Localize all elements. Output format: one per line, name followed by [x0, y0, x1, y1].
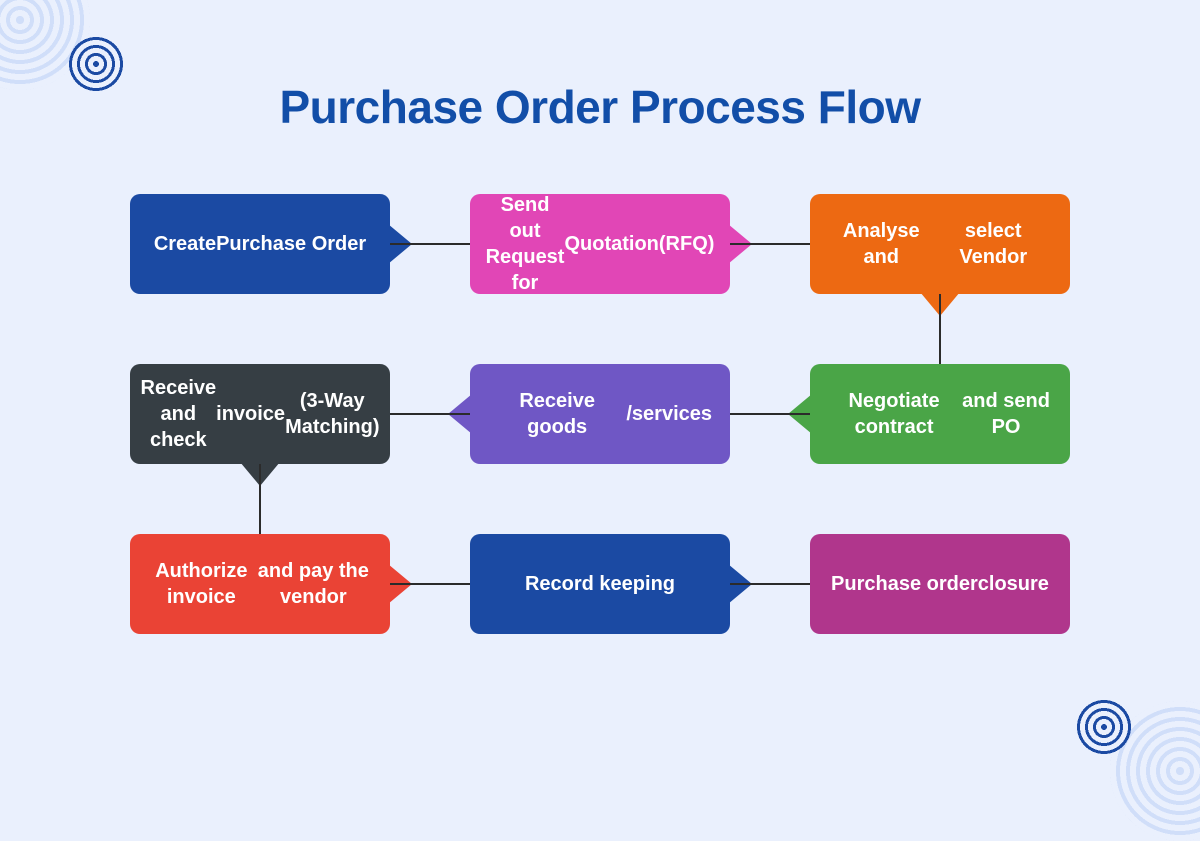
- flow-node-n7: Authorize invoiceand pay the vendor: [130, 534, 390, 634]
- connector: [939, 294, 941, 364]
- diagram-title: Purchase Order Process Flow: [0, 0, 1200, 134]
- flow-node-n2: Send out Request forQuotation(RFQ): [470, 194, 730, 294]
- connector: [730, 583, 810, 585]
- connector: [259, 464, 261, 534]
- flow-node-n9: Purchase orderclosure: [810, 534, 1070, 634]
- flow-node-n4: Negotiate contractand send PO: [810, 364, 1070, 464]
- flow-node-n5: Receive goods/services: [470, 364, 730, 464]
- flow-node-n8: Record keeping: [470, 534, 730, 634]
- connector: [730, 413, 810, 415]
- flow-node-n6: Receive and checkinvoice(3-Way Matching): [130, 364, 390, 464]
- connector: [390, 243, 470, 245]
- connector: [390, 583, 470, 585]
- connector: [730, 243, 810, 245]
- corner-decoration-top-left: [0, 0, 90, 90]
- flow-node-n3: Analyse andselect Vendor: [810, 194, 1070, 294]
- flowchart-canvas: CreatePurchase Order Send out Request for…: [0, 134, 1200, 734]
- flow-node-n1: CreatePurchase Order: [130, 194, 390, 294]
- connector: [390, 413, 470, 415]
